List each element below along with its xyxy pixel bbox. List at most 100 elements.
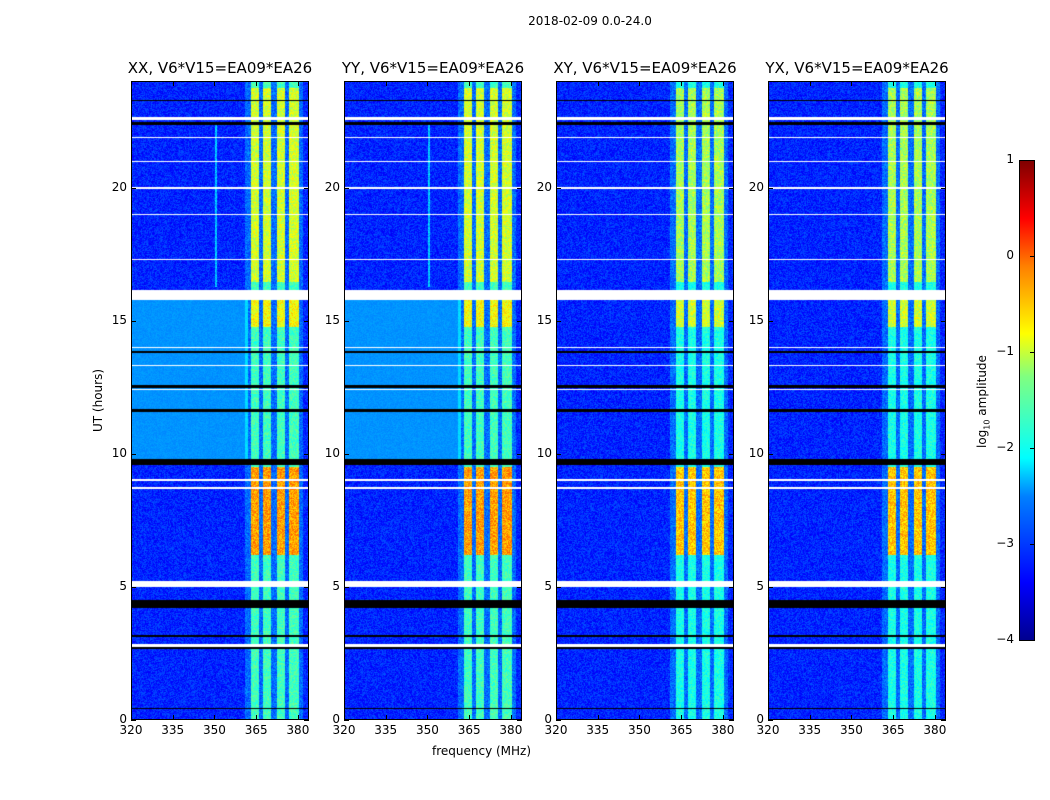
heatmap-panel-xx — [131, 81, 309, 720]
y-tick-mark — [941, 720, 946, 721]
y-tick-mark — [768, 720, 773, 721]
heatmap-image — [557, 82, 733, 719]
x-tick-mark — [722, 715, 724, 720]
y-tick-mark — [941, 187, 946, 189]
x-tick-mark — [597, 715, 599, 720]
y-tick-label: 20 — [748, 179, 764, 194]
x-tick-mark — [809, 715, 811, 720]
x-tick-label: 320 — [544, 723, 568, 737]
x-tick-label: 335 — [586, 723, 610, 737]
x-tick-mark — [597, 81, 599, 86]
x-tick-mark — [722, 81, 724, 86]
y-tick-mark — [344, 586, 349, 588]
y-tick-mark — [729, 586, 734, 588]
y-tick-label: 10 — [536, 445, 552, 460]
y-tick-label: 15 — [748, 312, 764, 327]
x-tick-label: 335 — [374, 723, 398, 737]
x-tick-mark — [172, 715, 174, 720]
x-tick-label: 365 — [244, 723, 268, 737]
x-tick-mark — [427, 81, 429, 86]
panel-title-xx: XX, V6*V15=EA09*EA26 — [127, 59, 313, 77]
x-tick-mark — [344, 81, 345, 86]
x-tick-mark — [556, 81, 557, 86]
y-tick-mark — [304, 187, 309, 189]
x-tick-mark — [297, 715, 299, 720]
y-tick-mark — [304, 453, 309, 455]
heatmap-image — [132, 82, 308, 719]
panel-title-xy: XY, V6*V15=EA09*EA26 — [553, 59, 737, 77]
x-tick-mark — [297, 81, 299, 86]
y-tick-mark — [768, 320, 773, 322]
x-tick-mark — [214, 715, 216, 720]
x-tick-mark — [469, 81, 471, 86]
x-tick-label: 335 — [161, 723, 185, 737]
x-tick-label: 350 — [415, 723, 439, 737]
panel-title-yy: YY, V6*V15=EA09*EA26 — [341, 59, 525, 77]
colorbar — [1019, 160, 1035, 641]
x-tick-mark — [681, 81, 683, 86]
y-tick-label: 15 — [536, 312, 552, 327]
y-tick-mark — [517, 320, 522, 322]
x-tick-mark — [385, 81, 387, 86]
colorbar-tick-mark — [1030, 256, 1034, 257]
x-tick-label: 335 — [798, 723, 822, 737]
heatmap-panel-yx — [768, 81, 946, 720]
y-tick-label: 0 — [756, 712, 764, 726]
y-tick-mark — [344, 453, 349, 455]
x-tick-mark — [256, 715, 258, 720]
x-tick-mark — [510, 715, 512, 720]
y-tick-mark — [344, 720, 349, 721]
x-tick-mark — [893, 715, 895, 720]
x-tick-mark — [469, 715, 471, 720]
x-tick-label: 320 — [332, 723, 356, 737]
y-tick-mark — [344, 320, 349, 322]
y-tick-mark — [941, 453, 946, 455]
x-tick-mark — [768, 81, 769, 86]
x-tick-mark — [934, 81, 936, 86]
y-tick-mark — [556, 453, 561, 455]
y-tick-label: 5 — [544, 578, 552, 593]
y-tick-mark — [131, 586, 136, 588]
heatmap-panel-xy — [556, 81, 734, 720]
y-tick-label: 10 — [111, 445, 127, 460]
y-tick-mark — [768, 586, 773, 588]
x-tick-mark — [385, 715, 387, 720]
x-tick-mark — [510, 81, 512, 86]
x-tick-mark — [556, 715, 557, 720]
y-tick-mark — [556, 720, 561, 721]
y-tick-mark — [131, 453, 136, 455]
colorbar-tick-label: 0 — [1006, 248, 1014, 262]
y-tick-mark — [131, 320, 136, 322]
x-tick-mark — [131, 715, 132, 720]
x-tick-label: 365 — [669, 723, 693, 737]
figure-title: 2018-02-09 0.0-24.0 — [528, 14, 652, 28]
y-tick-mark — [556, 586, 561, 588]
x-tick-mark — [893, 81, 895, 86]
x-tick-mark — [934, 715, 936, 720]
y-tick-mark — [768, 453, 773, 455]
y-tick-label: 5 — [756, 578, 764, 593]
y-tick-mark — [941, 320, 946, 322]
y-tick-label: 10 — [748, 445, 764, 460]
x-tick-mark — [768, 715, 769, 720]
x-tick-mark — [681, 715, 683, 720]
heatmap-panel-yy — [344, 81, 522, 720]
y-tick-mark — [729, 453, 734, 455]
y-tick-label: 0 — [119, 712, 127, 726]
y-tick-mark — [304, 586, 309, 588]
y-tick-mark — [556, 320, 561, 322]
y-tick-mark — [344, 187, 349, 189]
y-tick-mark — [556, 187, 561, 189]
y-tick-mark — [729, 187, 734, 189]
y-axis-label: UT (hours) — [91, 368, 105, 432]
x-tick-mark — [809, 81, 811, 86]
y-tick-label: 5 — [332, 578, 340, 593]
x-tick-label: 350 — [839, 723, 863, 737]
x-tick-label: 365 — [457, 723, 481, 737]
colorbar-tick-mark — [1030, 544, 1034, 545]
y-tick-label: 20 — [536, 179, 552, 194]
y-tick-label: 20 — [111, 179, 127, 194]
y-tick-mark — [517, 720, 522, 721]
x-tick-mark — [214, 81, 216, 86]
